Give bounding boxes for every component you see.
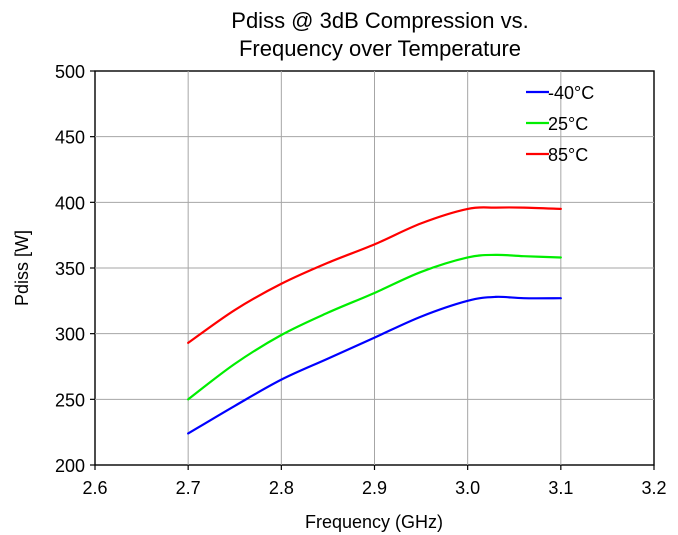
x-tick-label: 2.8 — [269, 478, 294, 498]
x-axis-label: Frequency (GHz) — [305, 512, 443, 532]
series-line-0 — [187, 295, 562, 435]
x-tick-label: 2.9 — [362, 478, 387, 498]
series-line-1 — [187, 253, 562, 401]
chart-title-line-1: Pdiss @ 3dB Compression vs. — [231, 8, 528, 33]
y-tick-label: 200 — [55, 456, 85, 476]
y-tick-label: 450 — [55, 128, 85, 148]
legend-label-0: -40°C — [548, 83, 594, 103]
y-tick-label: 250 — [55, 390, 85, 410]
y-tick-label: 350 — [55, 259, 85, 279]
chart-title-line-2: Frequency over Temperature — [239, 36, 521, 61]
legend-label-2: 85°C — [548, 145, 588, 165]
x-tick-label: 3.1 — [548, 478, 573, 498]
y-tick-label: 500 — [55, 62, 85, 82]
ticks-layer: 2.6 2.7 2.8 2.9 3.0 3.1 3.2 200 250 300 350 400 450 5… — [55, 62, 667, 498]
series-layer — [187, 206, 562, 435]
series-line-2 — [187, 206, 562, 344]
y-tick-label: 300 — [55, 325, 85, 345]
legend-label-1: 25°C — [548, 114, 588, 134]
y-axis-label: Pdiss [W] — [12, 230, 32, 306]
y-tick-label: 400 — [55, 193, 85, 213]
legend-layer: -40°C 25°C 85°C — [526, 83, 594, 165]
x-tick-label: 3.0 — [455, 478, 480, 498]
x-tick-label: 2.7 — [176, 478, 201, 498]
x-tick-label: 2.6 — [82, 478, 107, 498]
x-tick-label: 3.2 — [641, 478, 666, 498]
